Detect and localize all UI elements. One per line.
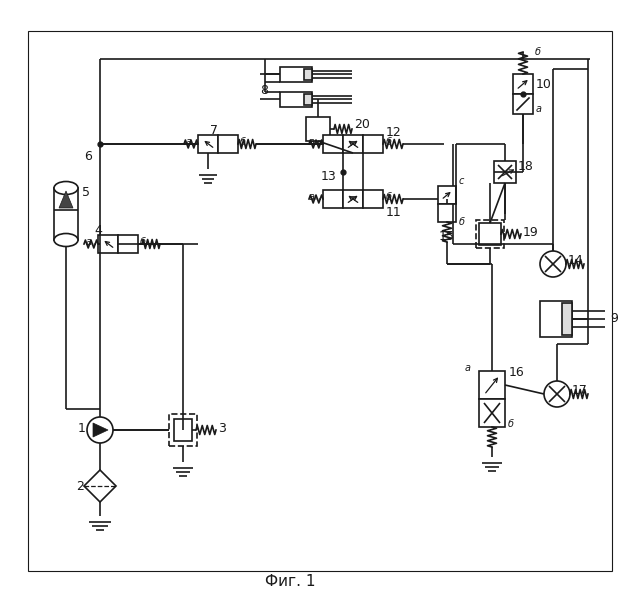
- Text: a: a: [86, 237, 92, 247]
- Bar: [343, 135, 363, 153]
- Bar: [280, 91, 312, 106]
- Bar: [54, 188, 78, 240]
- Circle shape: [544, 381, 570, 407]
- Bar: [323, 135, 343, 153]
- Text: 6: 6: [84, 150, 92, 162]
- Bar: [118, 235, 138, 253]
- Bar: [98, 235, 118, 253]
- Bar: [476, 220, 504, 248]
- Text: 15: 15: [439, 230, 455, 242]
- Bar: [494, 161, 516, 183]
- Text: 4: 4: [94, 223, 102, 237]
- Text: б: б: [508, 419, 514, 429]
- Bar: [306, 117, 330, 141]
- Text: a: a: [309, 137, 315, 147]
- Ellipse shape: [54, 181, 78, 194]
- Text: 13: 13: [321, 170, 337, 183]
- Text: 5: 5: [82, 185, 90, 199]
- Bar: [198, 135, 218, 153]
- Text: 11: 11: [386, 207, 402, 219]
- Polygon shape: [93, 423, 108, 437]
- Text: a: a: [536, 104, 542, 114]
- Text: 14: 14: [568, 254, 584, 266]
- Text: Фиг. 1: Фиг. 1: [265, 574, 316, 590]
- Bar: [438, 186, 456, 204]
- Polygon shape: [84, 470, 116, 502]
- Bar: [513, 74, 533, 94]
- Bar: [479, 399, 505, 427]
- Text: 17: 17: [572, 384, 588, 396]
- Text: б: б: [386, 137, 392, 147]
- Text: 2: 2: [76, 480, 84, 492]
- Text: б: б: [459, 217, 465, 227]
- Ellipse shape: [54, 234, 78, 246]
- Text: a: a: [186, 137, 192, 147]
- Bar: [363, 135, 383, 153]
- Bar: [479, 223, 501, 245]
- Text: 19: 19: [523, 225, 539, 239]
- Bar: [304, 94, 312, 104]
- Bar: [363, 190, 383, 208]
- Bar: [28, 31, 612, 571]
- Bar: [323, 190, 343, 208]
- Bar: [562, 303, 572, 335]
- Text: б: б: [386, 192, 392, 202]
- Text: 1: 1: [78, 422, 86, 434]
- Circle shape: [87, 417, 113, 443]
- Bar: [174, 419, 192, 441]
- Text: 9: 9: [610, 312, 618, 326]
- Text: 20: 20: [354, 118, 370, 132]
- Text: 10: 10: [536, 77, 552, 91]
- Bar: [169, 414, 197, 446]
- Text: 7: 7: [210, 123, 218, 137]
- Text: 3: 3: [218, 422, 226, 434]
- Text: б: б: [240, 137, 246, 147]
- Bar: [438, 204, 456, 222]
- Bar: [513, 94, 533, 114]
- Text: 16: 16: [509, 367, 525, 379]
- Text: 12: 12: [386, 126, 402, 138]
- Circle shape: [540, 251, 566, 277]
- Bar: [218, 135, 238, 153]
- Bar: [343, 190, 363, 208]
- Text: 18: 18: [518, 161, 534, 173]
- Text: б: б: [140, 237, 146, 247]
- Text: 8: 8: [260, 85, 268, 97]
- Text: a: a: [309, 192, 315, 202]
- Bar: [304, 68, 312, 80]
- Polygon shape: [59, 191, 73, 208]
- Bar: [479, 371, 505, 399]
- Bar: [540, 301, 572, 337]
- Text: a: a: [465, 363, 471, 373]
- Text: с: с: [459, 176, 465, 186]
- Bar: [280, 66, 312, 82]
- Text: б: б: [535, 47, 541, 57]
